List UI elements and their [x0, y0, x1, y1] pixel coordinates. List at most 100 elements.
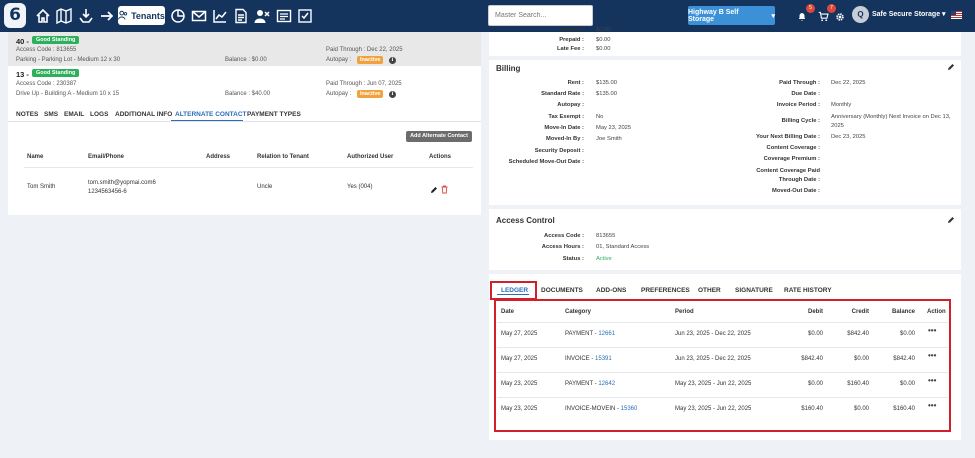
- ledger-debit: $0.00: [807, 381, 823, 387]
- ledger-ref-link[interactable]: 15391: [595, 356, 612, 362]
- billing-left-value: $135.00: [596, 80, 617, 86]
- tab-logs[interactable]: LOGS: [90, 111, 109, 118]
- move-in-icon[interactable]: [78, 8, 94, 24]
- access-status-value: Active: [596, 256, 612, 262]
- col-header-actions: Actions: [429, 154, 452, 160]
- contact-phone: 1234563456-6: [88, 189, 127, 195]
- access-code-value: 813655: [596, 233, 616, 239]
- user-avatar[interactable]: Q: [852, 6, 869, 23]
- ledger-period: Jun 23, 2025 - Dec 22, 2025: [675, 331, 751, 337]
- access-hours-label: Access Hours :: [541, 244, 584, 250]
- chevron-down-icon: ▾: [771, 12, 775, 20]
- col-header-relation: Relation to Tenant: [257, 154, 309, 160]
- bell-icon[interactable]: [797, 9, 807, 27]
- us-flag-icon[interactable]: [951, 11, 962, 19]
- ledger-credit: $0.00: [853, 356, 869, 362]
- tab-documents[interactable]: DOCUMENTS: [541, 287, 583, 294]
- home-icon[interactable]: [35, 8, 51, 24]
- tab-rate-history[interactable]: RATE HISTORY: [784, 287, 832, 294]
- billing-left-value: May 23, 2025: [596, 125, 632, 131]
- late-fee-label: Late Fee :: [556, 46, 584, 52]
- user-menu[interactable]: Safe Secure Storage ▾: [872, 10, 946, 18]
- cart-icon[interactable]: [818, 9, 829, 27]
- section-gap: [489, 270, 961, 274]
- unit-card-selected[interactable]: [8, 32, 481, 66]
- autopay-inactive-badge: Inactive: [357, 90, 384, 98]
- tab-payment-types[interactable]: PAYMENT TYPES: [247, 111, 301, 118]
- ledger-period: May 23, 2025 - Jun 22, 2025: [675, 381, 752, 387]
- billing-right-label: Invoice Period :: [776, 102, 820, 108]
- tab-other[interactable]: OTHER: [698, 287, 721, 294]
- tab-additional-info[interactable]: ADDITIONAL INFO: [115, 111, 173, 118]
- table-divider: [24, 167, 473, 168]
- col-header-authorized-user: Authorized User: [347, 154, 394, 160]
- edit-access-control-icon[interactable]: [947, 216, 955, 226]
- col-header-address: Address: [206, 154, 231, 160]
- unit-description: Drive Up - Building A - Medium 10 x 15: [16, 91, 120, 97]
- map-icon[interactable]: [56, 7, 72, 25]
- users-icon: [118, 10, 128, 22]
- unit-title: 40 -: [16, 37, 29, 46]
- ledger-period: Jun 23, 2025 - Dec 22, 2025: [675, 356, 751, 362]
- col-header-email-phone: Email/Phone: [88, 154, 125, 160]
- more-actions-icon[interactable]: •••: [928, 351, 937, 360]
- ledger-debit: $842.40: [801, 356, 823, 362]
- more-actions-icon[interactable]: •••: [928, 401, 937, 410]
- ledger-ref-link[interactable]: 12661: [598, 331, 616, 337]
- access-status-label: Status :: [562, 256, 584, 262]
- ledger-ref-link[interactable]: 12642: [598, 381, 616, 387]
- ledger-header-balance: Balance: [891, 309, 915, 315]
- unit-description: Parking - Parking Lot - Medium 12 x 30: [16, 57, 121, 63]
- tab-add-ons[interactable]: ADD-ONS: [596, 287, 627, 294]
- document-icon[interactable]: [233, 8, 249, 24]
- ledger-date: May 27, 2025: [501, 356, 538, 362]
- master-search-input[interactable]: [488, 5, 593, 26]
- ledger-table-highlight: [494, 299, 951, 432]
- deposit-label: Deposit :: [559, 27, 584, 33]
- billing-right-value: Dec 22, 2025: [831, 80, 866, 86]
- reports-icon[interactable]: [170, 8, 186, 24]
- prepaid-value: $0.00: [596, 37, 611, 43]
- facility-select[interactable]: Highway B Self Storage ▾: [688, 6, 775, 25]
- tab-notes[interactable]: NOTES: [16, 111, 39, 118]
- add-alternate-contact-button[interactable]: Add Alternate Contact: [406, 131, 472, 142]
- mail-icon[interactable]: [191, 8, 207, 24]
- access-hours-value: 01, Standard Access: [596, 244, 650, 250]
- ledger-date: May 23, 2025: [501, 406, 538, 412]
- tab-alternate-contact[interactable]: ALTERNATE CONTACT: [175, 111, 247, 118]
- user-remove-icon[interactable]: [254, 8, 270, 24]
- tab-ledger[interactable]: LEDGER: [501, 287, 529, 294]
- delete-contact-icon[interactable]: [441, 181, 448, 199]
- edit-contact-icon[interactable]: [430, 181, 438, 199]
- tab-email[interactable]: EMAIL: [64, 111, 85, 118]
- more-actions-icon[interactable]: •••: [928, 376, 937, 385]
- prepaid-label: Prepaid :: [559, 37, 584, 43]
- arrow-right-icon[interactable]: [99, 8, 115, 24]
- ledger-divider: [497, 397, 948, 398]
- chart-icon[interactable]: [212, 8, 228, 24]
- tenants-nav-button[interactable]: Tenants: [118, 6, 165, 25]
- billing-left-label: Autopay :: [557, 102, 584, 108]
- contact-email: tom.smith@yopmai.com6: [88, 180, 156, 186]
- tab-sms[interactable]: SMS: [44, 111, 59, 118]
- checklist-icon[interactable]: [297, 8, 313, 24]
- ledger-divider: [497, 322, 948, 323]
- billing-left-value: $135.00: [596, 91, 617, 97]
- info-icon[interactable]: i: [389, 91, 396, 98]
- gear-icon[interactable]: [835, 9, 845, 27]
- info-icon[interactable]: i: [389, 57, 396, 64]
- tab-signature[interactable]: SIGNATURE: [735, 287, 773, 294]
- late-fee-value: $0.00: [596, 46, 611, 52]
- billing-right-label: Your Next Billing Date :: [756, 134, 820, 140]
- more-actions-icon[interactable]: •••: [928, 326, 937, 335]
- billing-left-value: No: [596, 114, 604, 120]
- ledger-period: May 23, 2025 - Jun 22, 2025: [675, 406, 752, 412]
- edit-billing-icon[interactable]: [947, 63, 955, 73]
- tenants-label: Tenants: [131, 10, 165, 21]
- app-logo[interactable]: 6: [4, 3, 26, 28]
- good-standing-badge: Good Standing: [32, 36, 80, 44]
- ledger-debit: $160.40: [801, 406, 823, 412]
- ledger-ref-link[interactable]: 15360: [620, 406, 638, 412]
- tab-preferences[interactable]: PREFERENCES: [641, 287, 690, 294]
- list-icon[interactable]: [276, 8, 292, 24]
